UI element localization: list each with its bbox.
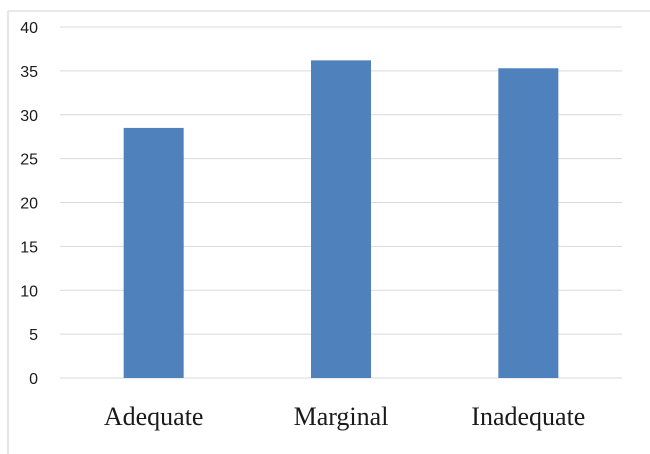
- x-tick-label-inadequate: Inadequate: [471, 402, 585, 431]
- y-tick-label: 20: [20, 196, 38, 213]
- bars: [123, 60, 559, 379]
- y-tick-label: 25: [20, 152, 38, 169]
- y-tick-label: 10: [20, 283, 38, 300]
- y-tick-label: 0: [29, 371, 38, 388]
- bar-adequate: [123, 127, 184, 378]
- y-axis-tick-labels: 0 5 10 15 20 25 30 35 40: [20, 20, 38, 388]
- x-tick-label-adequate: Adequate: [104, 402, 204, 431]
- y-tick-label: 30: [20, 108, 38, 125]
- bar-marginal: [311, 60, 371, 378]
- y-tick-label: 40: [20, 20, 38, 37]
- y-tick-label: 15: [20, 239, 38, 256]
- y-tick-label: 5: [29, 327, 38, 344]
- x-tick-label-marginal: Marginal: [294, 402, 389, 431]
- y-tick-label: 35: [20, 64, 38, 81]
- bar-inadequate: [498, 68, 559, 379]
- x-axis-tick-labels: Adequate Marginal Inadequate: [104, 402, 586, 431]
